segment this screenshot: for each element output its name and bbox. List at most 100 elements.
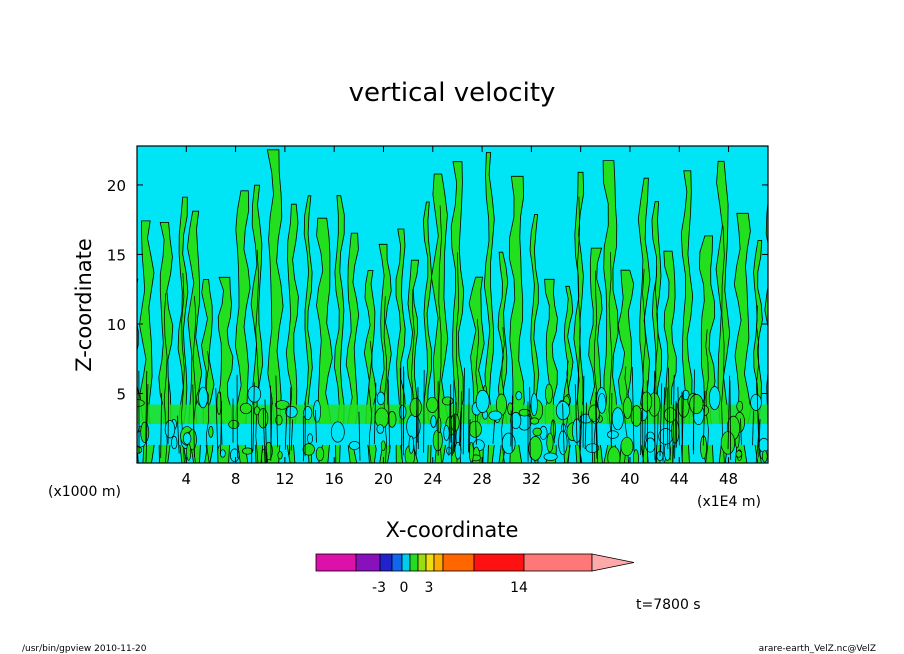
contour-line <box>677 386 680 446</box>
contour-line <box>454 402 457 448</box>
contour-line <box>562 403 565 453</box>
contour-line <box>577 196 581 463</box>
convective-cell <box>501 432 516 455</box>
contour-line <box>721 225 725 463</box>
convective-cell <box>430 415 437 428</box>
convective-cell <box>623 396 633 419</box>
contour-line <box>368 341 373 463</box>
plume-region <box>715 160 731 463</box>
convective-cell <box>432 429 443 452</box>
convective-cell <box>607 430 619 439</box>
plot-frame <box>136 145 769 464</box>
colorbar-swatch <box>391 553 403 572</box>
convective-cell <box>219 449 226 458</box>
y-tick-label: 15 <box>107 246 126 264</box>
contour-line <box>655 266 659 463</box>
contour-line <box>727 375 731 450</box>
colorbar-labels: -3 0 3 14 <box>372 580 528 596</box>
colorbar-swatch <box>379 553 393 572</box>
convective-cell <box>761 450 768 463</box>
convective-cell <box>239 402 253 415</box>
plume-region <box>529 213 540 463</box>
contour-line <box>459 407 463 443</box>
x-tick-label: 44 <box>670 470 689 488</box>
contour-line <box>220 391 223 445</box>
contour-line <box>579 411 583 451</box>
contour-line <box>608 252 613 463</box>
x-tick-label: 20 <box>374 470 393 488</box>
contour-line <box>675 402 678 448</box>
contour-line <box>270 397 273 461</box>
convective-cell <box>546 432 554 453</box>
convective-cell <box>543 452 558 461</box>
x-axis: 4 8 12 16 20 24 28 32 36 40 44 48 <box>182 146 738 488</box>
convective-cell <box>630 405 643 427</box>
contour-line <box>492 420 496 444</box>
convective-cell <box>330 421 345 443</box>
convective-cell <box>277 450 283 460</box>
contour-lines <box>137 196 768 463</box>
colorbar-swatch <box>355 553 381 572</box>
contour-line <box>666 387 669 450</box>
convective-cell <box>198 386 208 409</box>
convective-cell <box>443 425 450 441</box>
colorbar-overflow-arrow <box>591 553 635 572</box>
contour-line <box>373 383 377 445</box>
colorbar-swatch <box>433 553 444 572</box>
convective-cell <box>208 426 214 438</box>
x-tick-label: 28 <box>473 470 492 488</box>
colorbar-swatch <box>425 553 435 572</box>
convective-cell <box>137 446 143 454</box>
plume-region <box>234 190 251 463</box>
contour-line <box>167 380 170 444</box>
convective-cell <box>137 399 145 407</box>
convective-cell <box>182 432 192 445</box>
convective-cell <box>530 393 538 417</box>
convective-cell <box>242 447 254 455</box>
convective-cell <box>640 391 653 412</box>
time-label: t=7800 s <box>636 597 701 613</box>
colorbar-swatch <box>315 553 357 572</box>
convective-cell <box>387 411 397 428</box>
contour-line <box>681 390 684 456</box>
contour-line <box>145 371 148 443</box>
convective-cell <box>682 389 690 401</box>
convective-cell <box>588 404 600 422</box>
contour-line <box>475 414 477 445</box>
convective-cell <box>409 397 422 417</box>
contour-line <box>387 379 391 453</box>
convective-cell <box>545 383 553 404</box>
contour-line <box>284 405 288 450</box>
contour-line <box>631 366 635 452</box>
x-tick-label: 12 <box>275 470 294 488</box>
x-tick-label: 8 <box>231 470 241 488</box>
plume-region <box>316 217 333 463</box>
plume-region <box>573 171 585 463</box>
convective-cell <box>530 417 540 425</box>
contour-line <box>659 383 663 457</box>
colorbar-swatch <box>409 553 419 572</box>
convective-cell <box>611 407 624 431</box>
plume-region <box>177 196 189 463</box>
convective-cell <box>735 450 743 458</box>
plume-region <box>764 197 768 432</box>
convective-cell <box>376 424 384 434</box>
x-units-right: (x1E4 m) <box>697 494 761 510</box>
plume-region <box>303 195 313 463</box>
contour-line <box>758 418 761 458</box>
convective-cell <box>750 393 762 411</box>
plume-region <box>285 203 299 463</box>
contour-line <box>215 388 219 452</box>
convective-cell <box>436 416 442 434</box>
contour-line <box>462 367 465 455</box>
contour-line <box>740 418 742 445</box>
contour-line <box>160 393 163 459</box>
convective-cell <box>171 435 178 450</box>
plume-region <box>508 175 525 463</box>
convective-cell <box>507 402 514 416</box>
contour-line <box>595 400 598 459</box>
colorbar-swatch <box>523 553 593 572</box>
convective-cell <box>228 419 240 429</box>
contour-line <box>205 350 210 463</box>
convective-cell <box>454 441 462 460</box>
